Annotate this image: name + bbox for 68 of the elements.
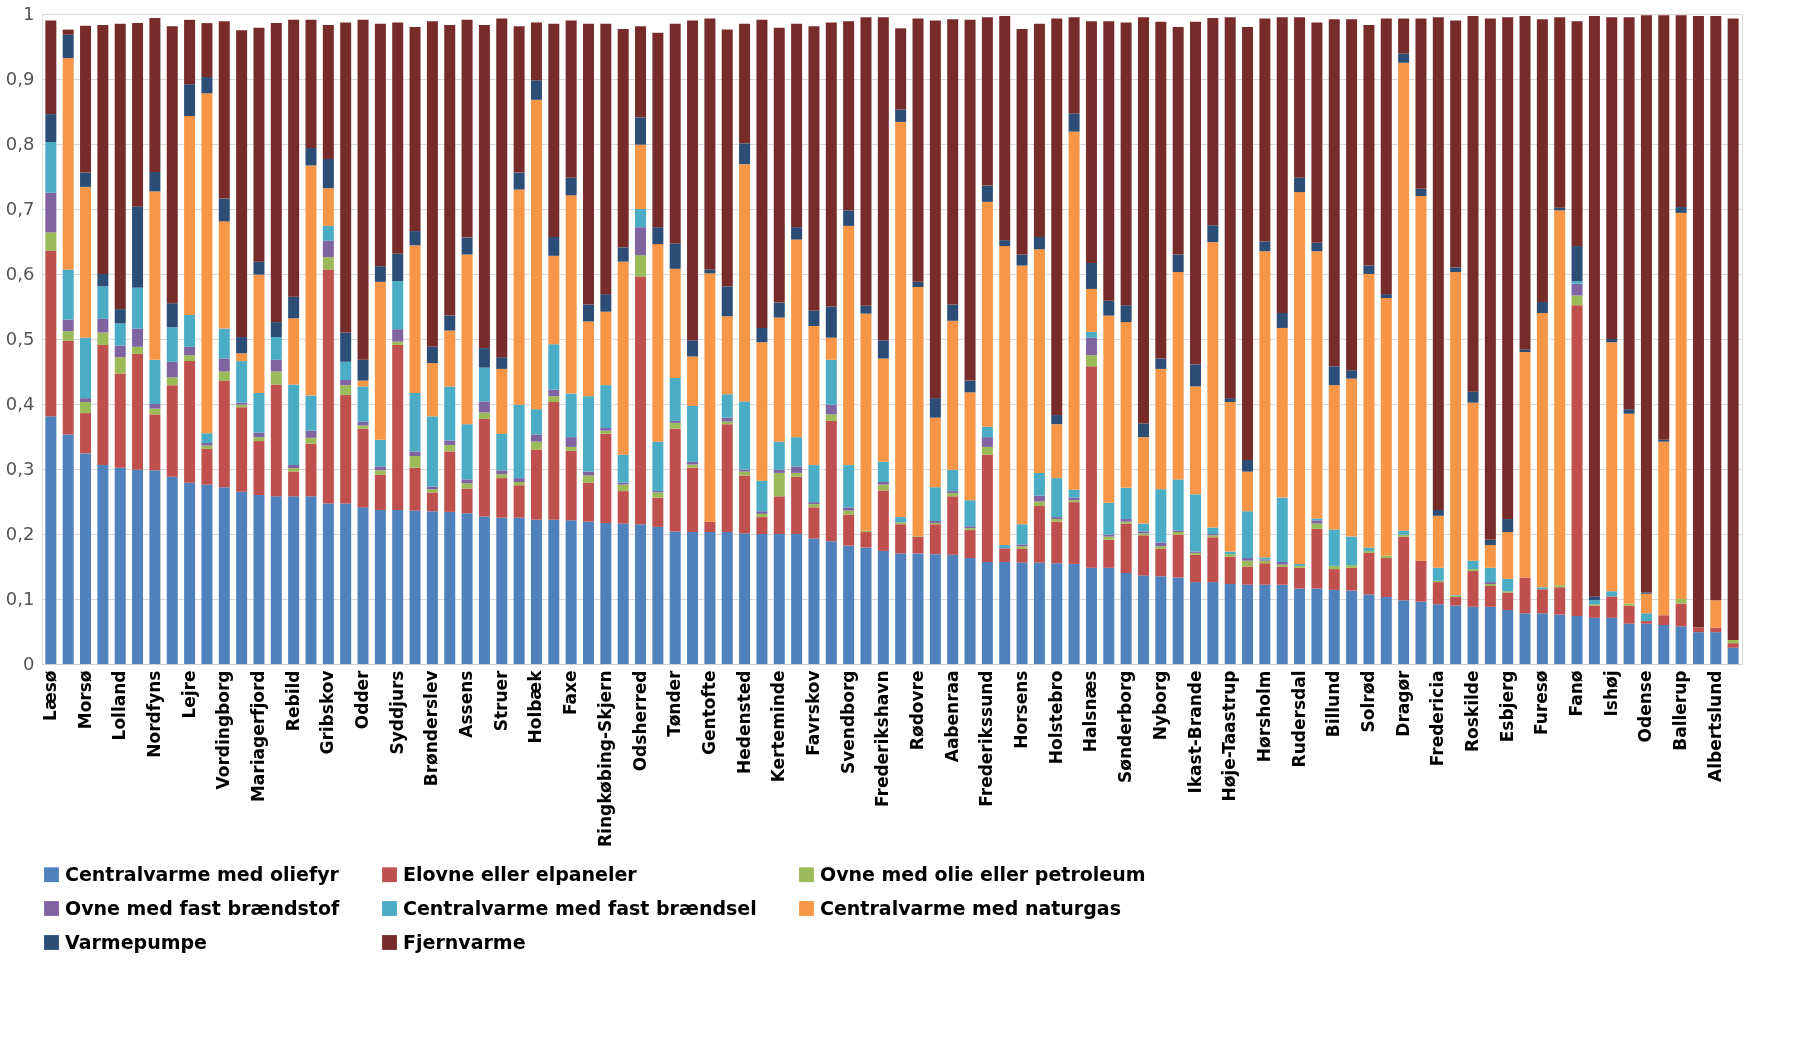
legend-label: Fjernvarme xyxy=(403,930,526,953)
y-tick-label: 0,4 xyxy=(5,392,35,414)
legend-label: Centralvarme med oliefyr xyxy=(65,862,340,885)
x-tick-label: Rebild xyxy=(282,670,303,732)
y-tick-label: 0,5 xyxy=(5,327,35,349)
x-tick-label: Syddjurs xyxy=(386,670,407,755)
x-tick-label: Hørsholm xyxy=(1253,670,1274,763)
legend-label: Varmepumpe xyxy=(65,930,207,953)
legend-label: Centralvarme med fast brændsel xyxy=(403,896,757,919)
x-tick-label: Holbæk xyxy=(525,669,546,744)
y-tick-label: 0,6 xyxy=(5,262,35,284)
y-tick-label: 0,9 xyxy=(5,67,35,89)
x-tick-label: Albertslund xyxy=(1704,670,1725,783)
y-tick-label: 0,3 xyxy=(5,457,35,479)
x-tick-label: Rudersdal xyxy=(1288,670,1309,768)
x-tick-label: Furesø xyxy=(1531,670,1552,736)
x-tick-label: Hedensted xyxy=(733,670,754,775)
x-tick-label: Kerteminde xyxy=(768,670,789,783)
x-tick-label: Mariagerfjord xyxy=(247,670,268,803)
x-tick-label: Gribskov xyxy=(317,670,338,755)
x-tick-label: Ballerup xyxy=(1670,670,1691,751)
x-tick-label: Roskilde xyxy=(1462,670,1482,753)
x-tick-label: Dragør xyxy=(1392,669,1413,737)
x-tick-label: Odder xyxy=(352,669,373,730)
x-tick-label: Halsnæs xyxy=(1080,670,1101,753)
x-tick-label: Lolland xyxy=(109,670,130,741)
legend-label: Centralvarme med naturgas xyxy=(820,896,1121,919)
x-tick-label: Frederikssund xyxy=(976,670,997,807)
x-tick-label: Horsens xyxy=(1011,670,1032,749)
x-tick-label: Aabenraa xyxy=(941,670,962,763)
x-tick-label: Nordfyns xyxy=(143,670,164,758)
x-tick-label: Sønderborg xyxy=(1115,670,1136,784)
y-tick-label: 0,2 xyxy=(5,522,35,544)
x-tick-label: Faxe xyxy=(560,670,581,716)
x-tick-label: Holstebro xyxy=(1045,670,1066,765)
y-tick-label: 0 xyxy=(23,652,35,674)
x-tick-label: Favrskov xyxy=(802,670,823,756)
x-tick-label: Tønder xyxy=(664,669,685,737)
legend-label: Ovne med fast brændstof xyxy=(65,896,341,919)
x-tick-label: Lejre xyxy=(178,670,199,719)
x-tick-label: Esbjerg xyxy=(1496,670,1517,743)
x-tick-label: Assens xyxy=(456,670,477,738)
y-tick-label: 0,1 xyxy=(5,587,35,609)
x-tick-label: Nyborg xyxy=(1149,670,1170,741)
x-tick-label: Gentofte xyxy=(698,670,719,755)
x-tick-label: Solrød xyxy=(1357,670,1378,733)
x-tick-label: Odense xyxy=(1635,670,1656,743)
x-tick-label: Fredericia xyxy=(1427,670,1448,767)
x-tick-label: Høje-Taastrup xyxy=(1219,670,1240,802)
y-tick-label: 0,8 xyxy=(5,132,35,154)
x-tick-label: Rødovre xyxy=(907,670,928,751)
x-tick-label: Læsø xyxy=(39,670,60,721)
x-tick-label: Brønderslev xyxy=(421,670,442,787)
x-tick-label: Struer xyxy=(490,669,511,732)
y-tick-label: 1 xyxy=(23,2,35,24)
x-tick-label: Morsø xyxy=(74,670,95,730)
x-tick-label: Vordingborg xyxy=(213,670,234,790)
x-tick-label: Ishøj xyxy=(1600,670,1621,717)
x-tick-label: Ringkøbing-Skjern xyxy=(594,670,615,848)
legend-label: Ovne med olie eller petroleum xyxy=(820,862,1146,885)
legend-label: Elovne eller elpaneler xyxy=(403,862,638,885)
y-tick-label: 0,7 xyxy=(5,197,35,219)
x-tick-label: Ikast-Brande xyxy=(1184,670,1205,794)
x-tick-label: Odsherred xyxy=(629,670,650,772)
x-tick-label: Svendborg xyxy=(837,670,858,775)
x-tick-label: Fanø xyxy=(1566,670,1587,717)
x-tick-label: Billund xyxy=(1323,670,1344,738)
x-tick-label: Frederikshavn xyxy=(872,670,893,808)
